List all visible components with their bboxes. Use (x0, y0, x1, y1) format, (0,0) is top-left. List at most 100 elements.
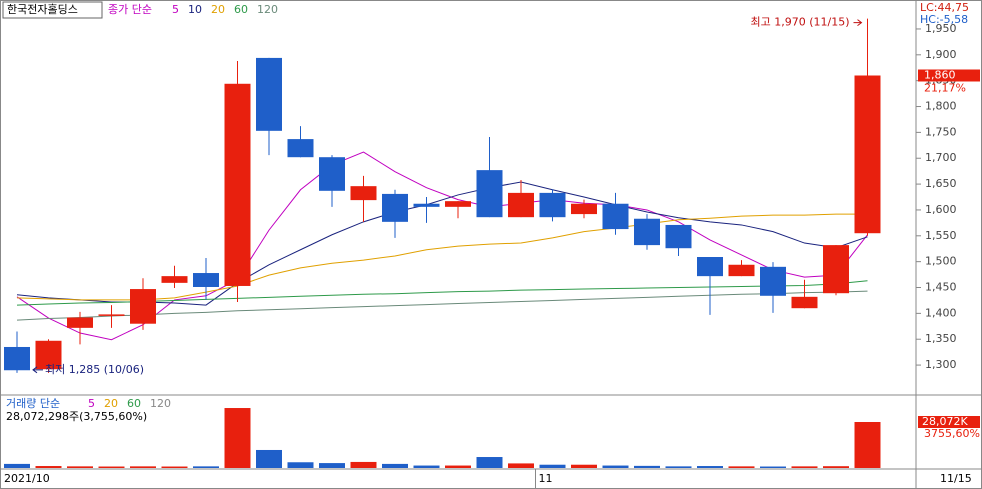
volume-info: 28,072,298주(3,755,60%) (6, 410, 147, 423)
volume-bar (161, 466, 188, 468)
volume-bar (445, 465, 471, 468)
volume-bar (791, 466, 818, 468)
y-tick-label: 1,700 (925, 151, 957, 164)
candle-body (854, 75, 881, 234)
y-tick-label: 1,400 (925, 306, 957, 319)
x-tick-label: 2021/10 (4, 472, 50, 485)
volume-legend-item: 60 (127, 397, 141, 410)
candle-body (319, 157, 345, 191)
candle-body (98, 314, 125, 316)
high-annotation: 최고 1,970 (11/15) (750, 16, 849, 29)
volume-bar (193, 466, 219, 468)
candle-body (67, 317, 93, 328)
ma-line (16, 280, 868, 306)
candle-body (476, 170, 503, 218)
y-tick-label: 1,350 (925, 332, 957, 345)
volume-bar (256, 449, 282, 468)
candle-body (539, 192, 566, 218)
volume-bar (728, 466, 755, 468)
volume-bar (287, 462, 314, 468)
volume-bar (760, 466, 786, 468)
volume-label: 28,072K (922, 415, 968, 428)
candle-body (571, 203, 597, 215)
candle-body (382, 193, 408, 222)
x-tick-label: 11 (539, 472, 553, 485)
y-tick-label: 1,950 (925, 22, 957, 35)
candle-body (602, 203, 629, 230)
ma-legend-item: 120 (257, 3, 278, 16)
candle-body (728, 264, 755, 277)
ma-line (16, 290, 868, 321)
candle-body (634, 218, 660, 246)
ma-line (16, 151, 868, 341)
candle-body (4, 346, 30, 371)
y-tick-label: 1,750 (925, 125, 957, 138)
volume-legend-title: 거래량 단순 (6, 397, 60, 410)
candle-body (413, 203, 440, 207)
candle-body (760, 266, 786, 296)
candle-body (350, 186, 377, 201)
volume-bar (224, 408, 251, 468)
last-date: 11/15 (940, 472, 972, 485)
volume-bar (665, 466, 692, 468)
candle-body (445, 201, 471, 207)
volume-bar (130, 466, 156, 468)
candle-body (508, 192, 534, 218)
candle-body (130, 289, 156, 324)
volume-bar (382, 463, 408, 468)
volume-bar (634, 465, 660, 468)
y-tick-label: 1,300 (925, 358, 957, 371)
y-tick-label: 1,800 (925, 100, 957, 113)
volume-bar (602, 465, 629, 468)
ma-legend-item: 5 (172, 3, 179, 16)
volume-change-label: 3755,60% (924, 427, 980, 440)
low-arrow (32, 366, 43, 374)
volume-box (918, 416, 980, 429)
y-tick-label: 1,650 (925, 177, 957, 190)
volume-legend-item: 5 (88, 397, 95, 410)
y-tick-label: 1,450 (925, 281, 957, 294)
candle-body (665, 224, 692, 249)
volume-bar (413, 465, 440, 468)
volume-bar (4, 463, 30, 468)
price-box (918, 69, 980, 82)
lc-label: LC:44,75 (920, 1, 969, 14)
volume-legend-item: 20 (104, 397, 118, 410)
ma-line (16, 181, 868, 306)
volume-bar (67, 466, 93, 468)
candle-body (161, 276, 188, 283)
ma-legend-item: 10 (188, 3, 202, 16)
price-label: 1,860 (924, 68, 956, 81)
y-tick-label: 1,900 (925, 48, 957, 61)
ma-line (16, 213, 868, 301)
title-box (2, 1, 103, 19)
volume-bar (35, 466, 62, 468)
stock-name: 한국전자홀딩스 (7, 3, 78, 16)
low-annotation: 최저 1,285 (10/06) (45, 363, 144, 376)
volume-bar (571, 464, 597, 468)
volume-bar (98, 466, 125, 468)
candle-body (35, 340, 62, 370)
volume-bar (476, 457, 503, 468)
volume-bar (697, 466, 723, 468)
ma-legend-item: 20 (211, 3, 225, 16)
hc-label: HC:-5,58 (920, 13, 968, 26)
y-tick-label: 1,600 (925, 203, 957, 216)
y-tick-label: 1,500 (925, 255, 957, 268)
candle-body (791, 296, 818, 309)
volume-bar (350, 461, 377, 468)
change-label: 21,17% (924, 81, 966, 94)
volume-bar (854, 422, 881, 468)
volume-bar (823, 466, 849, 468)
volume-bar (508, 463, 534, 468)
candle-body (823, 245, 849, 294)
candle-body (697, 257, 723, 277)
volume-bar (539, 464, 566, 468)
candle-body (287, 139, 314, 158)
y-tick-label: 1,550 (925, 229, 957, 242)
candle-body (256, 57, 282, 131)
candle-body (224, 83, 251, 286)
ma-legend-item: 60 (234, 3, 248, 16)
volume-legend-item: 120 (150, 397, 171, 410)
